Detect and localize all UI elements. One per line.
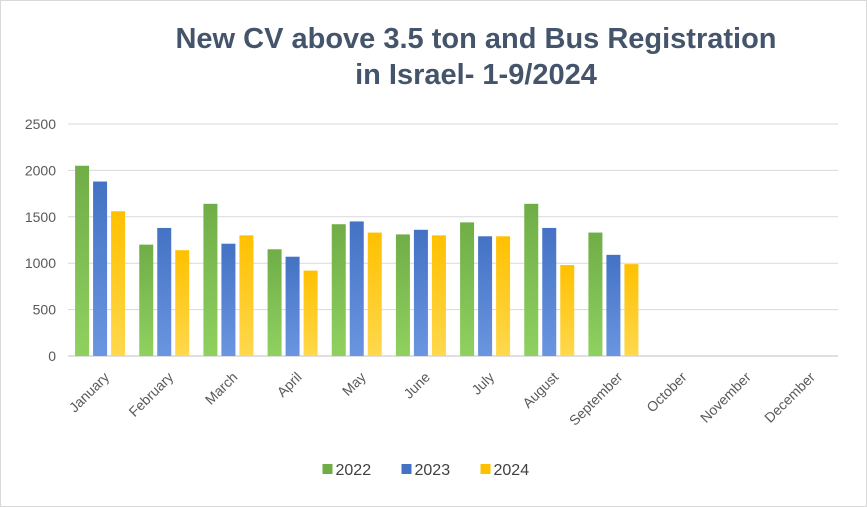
bar-2024-march xyxy=(239,235,254,356)
bar-2023-may xyxy=(349,221,364,356)
bar-2024-september xyxy=(624,264,639,356)
bar-2022-march xyxy=(203,203,218,356)
legend-label-2024: 2024 xyxy=(494,462,530,479)
x-tick-label: October xyxy=(643,369,690,416)
bar-2024-august xyxy=(560,265,575,356)
x-tick-label: September xyxy=(566,369,626,429)
chart-title-line-1: New CV above 3.5 ton and Bus Registratio… xyxy=(175,23,777,55)
y-tick-label: 0 xyxy=(48,348,56,364)
y-tick-label: 1500 xyxy=(25,209,56,225)
y-tick-label: 2500 xyxy=(25,116,56,132)
legend-swatch-2023 xyxy=(401,464,412,474)
legend-swatch-2024 xyxy=(480,464,491,474)
bar-2024-june xyxy=(431,235,446,356)
x-tick-label: April xyxy=(274,369,305,400)
x-tick-label: January xyxy=(66,369,113,416)
bar-2023-september xyxy=(606,254,621,356)
bar-2022-january xyxy=(75,165,90,356)
x-tick-label: February xyxy=(125,369,176,420)
legend-swatch-2022 xyxy=(322,464,333,474)
x-tick-label: July xyxy=(468,369,497,398)
bar-2023-february xyxy=(157,227,172,356)
x-tick-label: June xyxy=(400,369,433,402)
bar-2024-january xyxy=(111,211,126,356)
legend: 2022 2023 2024 xyxy=(322,462,530,479)
y-tick-label: 500 xyxy=(33,302,57,318)
bar-2024-april xyxy=(303,270,318,356)
bar-2022-february xyxy=(139,244,154,356)
x-tick-label: December xyxy=(761,369,818,426)
bar-2023-june xyxy=(413,229,428,356)
y-tick-label: 1000 xyxy=(25,255,56,271)
bar-2022-august xyxy=(524,203,539,356)
bar-2024-may xyxy=(367,232,382,356)
bar-2023-march xyxy=(221,243,236,356)
bar-2022-april xyxy=(267,249,282,356)
x-axis: January February March April May June July Augu… xyxy=(66,369,819,429)
chart-title: New CV above 3.5 ton and Bus Registratio… xyxy=(41,21,867,93)
bar-2023-april xyxy=(285,256,300,356)
chart-title-line-2: in Israel- 1-9/2024 xyxy=(355,59,597,91)
bars xyxy=(75,165,639,356)
legend-label-2022: 2022 xyxy=(336,462,372,479)
bar-2024-february xyxy=(175,250,190,356)
x-tick-label: August xyxy=(519,369,561,411)
gridlines xyxy=(68,123,838,357)
legend-label-2023: 2023 xyxy=(415,462,451,479)
bar-2022-july xyxy=(460,222,475,356)
bar-2022-june xyxy=(395,234,410,356)
bar-2022-may xyxy=(331,224,346,356)
x-tick-label: November xyxy=(697,369,754,426)
x-tick-label: May xyxy=(339,369,369,399)
bar-2023-january xyxy=(93,181,108,356)
x-tick-label: March xyxy=(202,369,241,408)
bar-2023-august xyxy=(542,227,557,356)
y-axis: 0 500 1000 1500 2000 2500 xyxy=(25,116,56,364)
bar-2023-july xyxy=(478,236,493,356)
bar-2024-july xyxy=(496,236,511,356)
y-tick-label: 2000 xyxy=(25,162,56,178)
bar-2022-september xyxy=(588,232,603,356)
